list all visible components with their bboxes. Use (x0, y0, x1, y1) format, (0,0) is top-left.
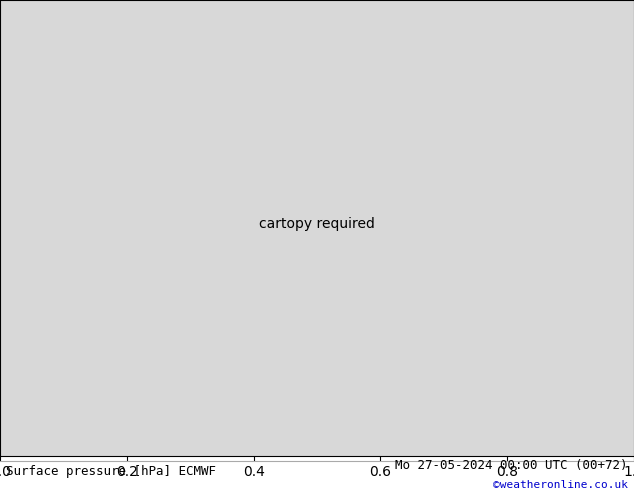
Text: Surface pressure [hPa] ECMWF: Surface pressure [hPa] ECMWF (6, 465, 216, 478)
Text: cartopy required: cartopy required (259, 217, 375, 231)
Text: Mo 27-05-2024 00:00 UTC (00+72): Mo 27-05-2024 00:00 UTC (00+72) (395, 460, 628, 472)
Text: ©weatheronline.co.uk: ©weatheronline.co.uk (493, 480, 628, 490)
